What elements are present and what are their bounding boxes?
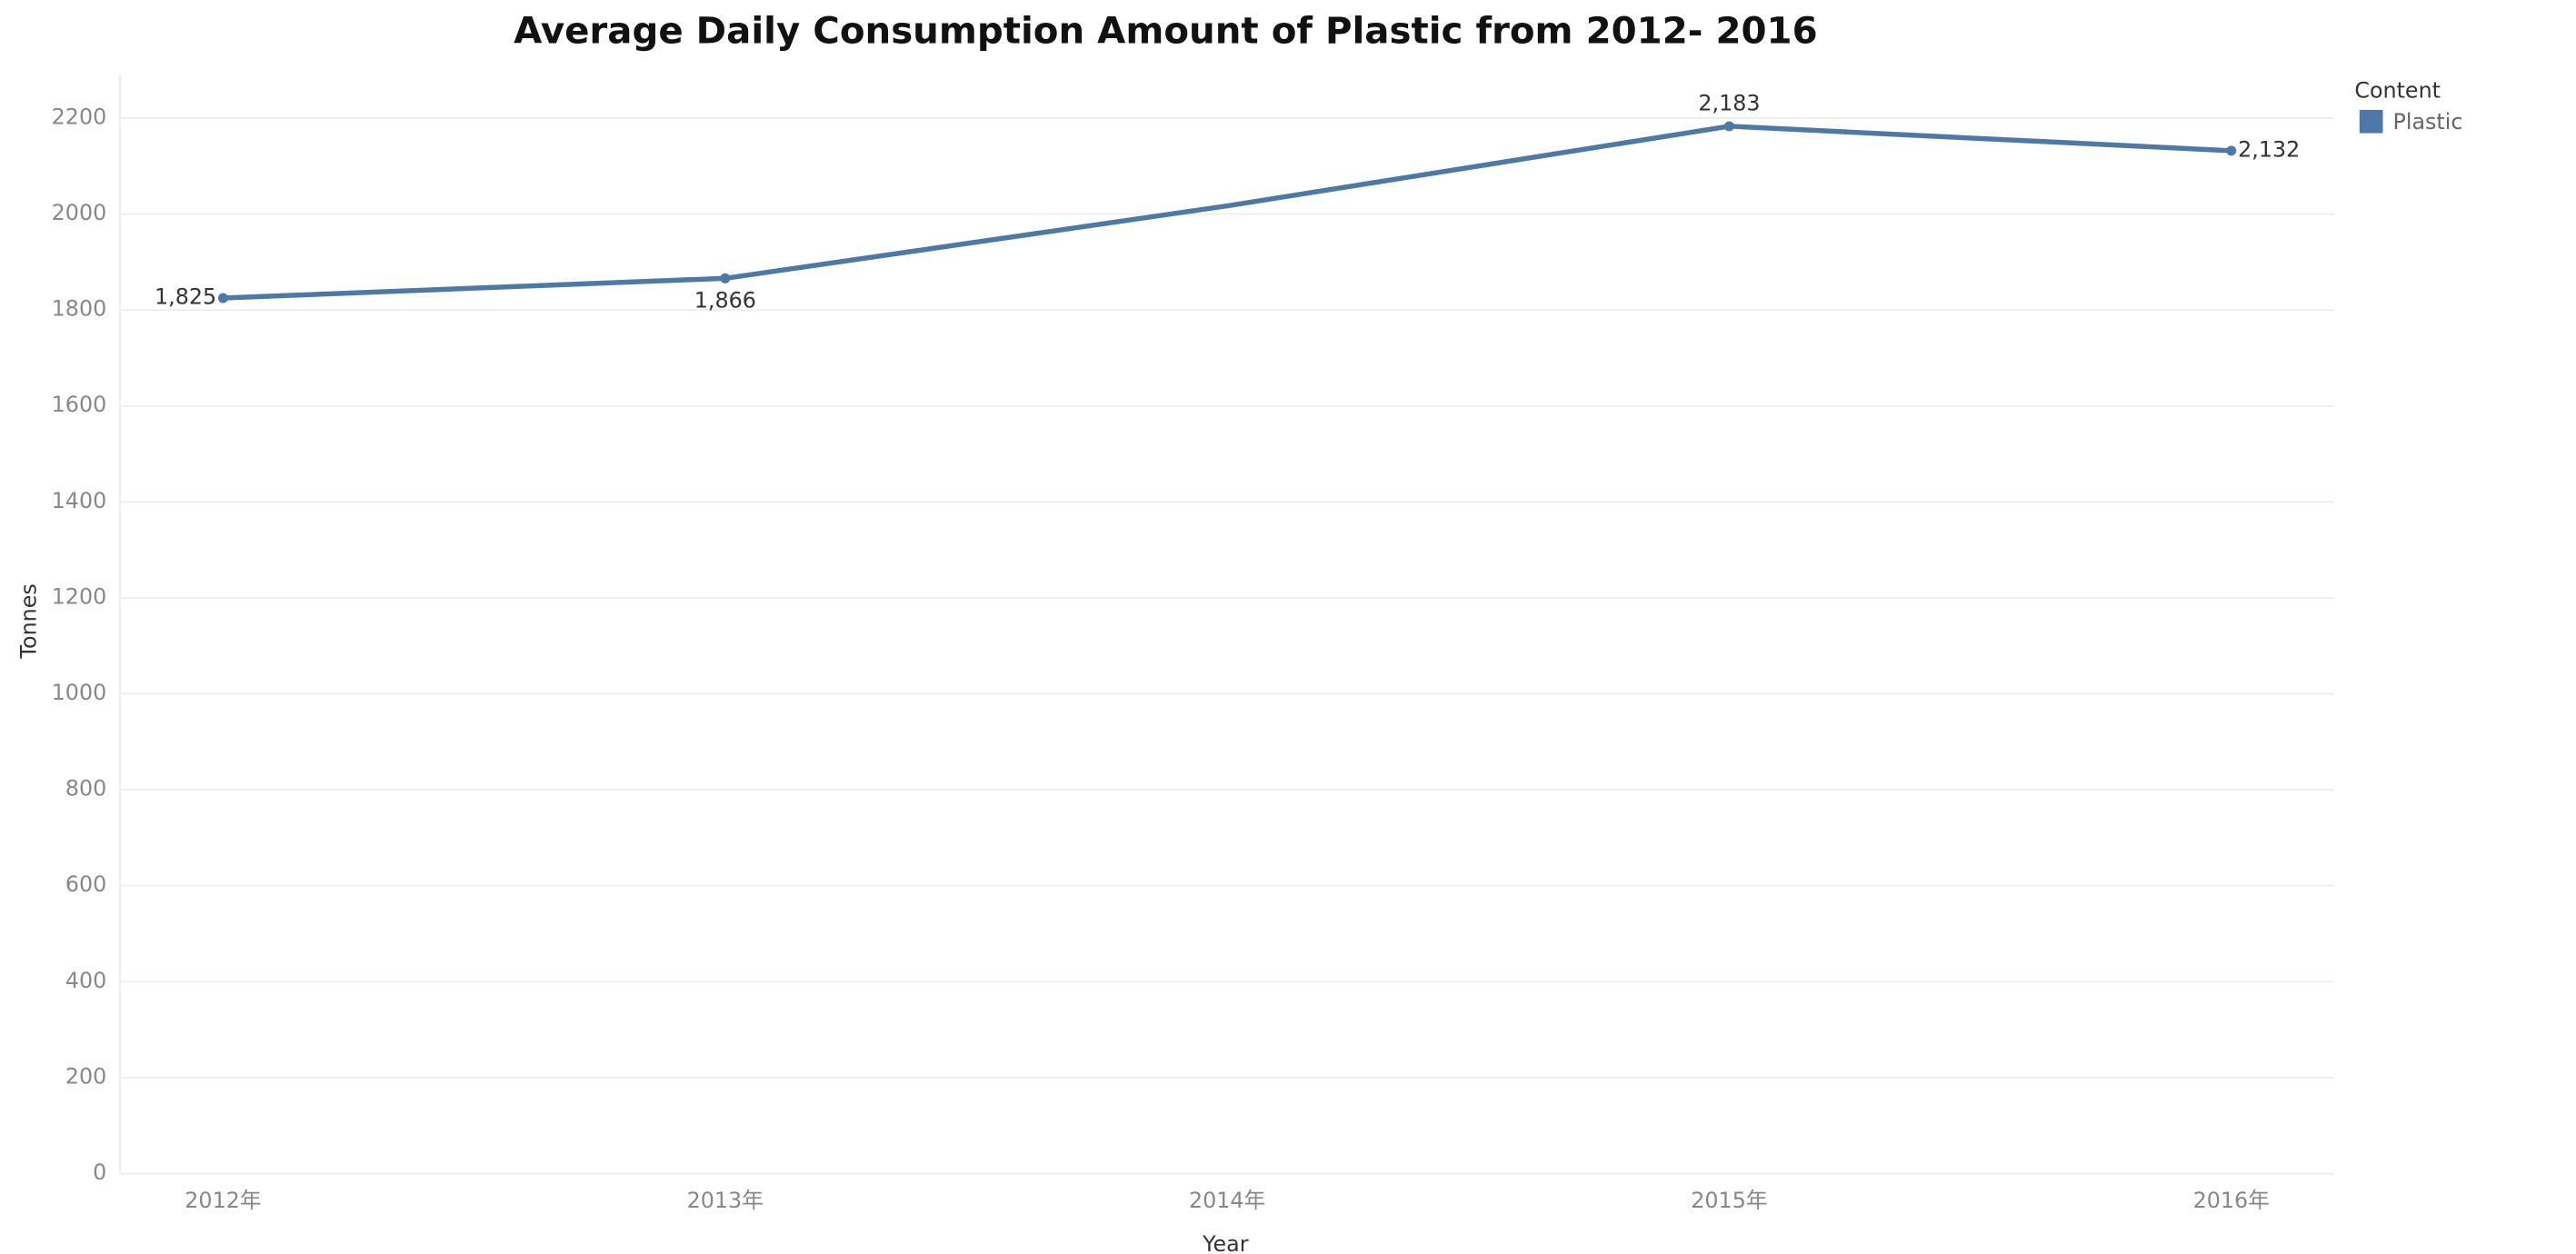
x-tick-label: 2015年 xyxy=(1691,1188,1767,1213)
legend-label: Plastic xyxy=(2392,109,2462,134)
point xyxy=(217,293,228,304)
y-tick-label: 1200 xyxy=(52,583,107,609)
value-label: 1,825 xyxy=(155,284,216,309)
x-tick-label: 2016年 xyxy=(2193,1188,2270,1213)
legend-title: Content xyxy=(2354,77,2441,103)
value-label: 2,132 xyxy=(2238,136,2300,162)
y-tick-label: 200 xyxy=(65,1063,106,1089)
legend-swatch xyxy=(2359,109,2383,134)
y-tick-label: 600 xyxy=(65,871,106,897)
y-axis-title: Tonnes xyxy=(15,583,41,659)
line xyxy=(223,124,2232,301)
value-label: 2,183 xyxy=(1698,91,1760,116)
y-tick-label: 2200 xyxy=(52,104,107,129)
x-tick-label: 2013年 xyxy=(687,1188,764,1213)
value-label: 1,866 xyxy=(694,287,756,313)
y-tick-label: 1000 xyxy=(52,680,107,705)
chart-title: Average Daily Consumption Amount of Plas… xyxy=(514,10,1818,53)
point xyxy=(720,273,731,284)
x-tick-label: 2014年 xyxy=(1189,1188,1265,1213)
y-tick-label: 1800 xyxy=(52,296,107,322)
y-tick-label: 2000 xyxy=(52,200,107,225)
y-tick-label: 800 xyxy=(65,776,106,801)
y-tick-label: 0 xyxy=(93,1159,106,1185)
x-tick-label: 2012年 xyxy=(185,1188,261,1213)
y-tick-label: 1400 xyxy=(52,488,107,513)
point xyxy=(1723,121,1734,132)
y-tick-label: 1600 xyxy=(52,392,107,417)
y-tick-label: 400 xyxy=(65,968,106,993)
point xyxy=(2226,145,2237,156)
x-axis-title: Year xyxy=(1202,1231,1249,1254)
